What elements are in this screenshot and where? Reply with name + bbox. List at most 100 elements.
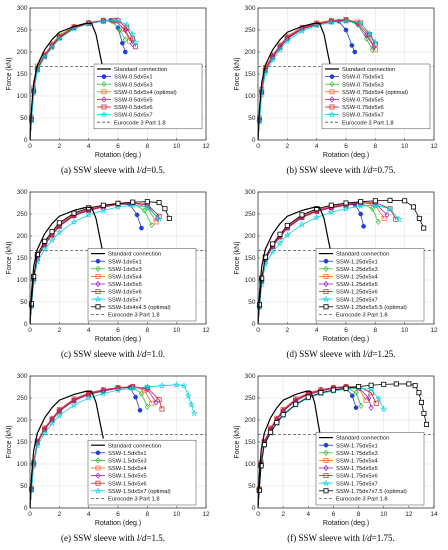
series-line	[29, 201, 170, 325]
series-point	[100, 388, 106, 394]
legend-label: SSW-1.75dx5x7	[336, 481, 378, 487]
x-tick-label: 6	[116, 327, 120, 334]
legend-marker	[95, 480, 101, 486]
series-point	[274, 420, 280, 426]
y-tick-label: 0	[252, 321, 256, 328]
x-axis-label: Rotation (deg.)	[95, 152, 141, 159]
series-point	[261, 260, 269, 268]
plot-frame	[257, 191, 435, 325]
series-point	[159, 406, 165, 412]
x-tick-label: 4	[87, 511, 91, 518]
caption-suffix: =1.25.	[372, 349, 395, 359]
panel-caption: (a) SSW sleeve with l/d=0.5.	[61, 165, 165, 175]
series-point	[156, 200, 162, 206]
caption-prefix: (e) SSW sleeve with	[61, 533, 137, 543]
x-tick-label: 8	[146, 511, 150, 518]
series-point	[144, 385, 150, 391]
series-point	[144, 403, 150, 410]
series-point	[173, 381, 181, 388]
series-line	[29, 384, 195, 509]
series-point	[367, 385, 375, 393]
x-tick-label: 10	[401, 143, 409, 150]
series-point	[28, 486, 35, 494]
y-axis-label: Force (kN)	[234, 241, 241, 274]
x-axis-label: Rotation (deg.)	[323, 520, 369, 527]
legend-marker	[329, 81, 335, 88]
series-point	[368, 404, 374, 411]
x-tick-label: 8	[146, 143, 150, 150]
legend-label: SSW-1.25dx5x4	[336, 275, 379, 281]
series-point	[190, 409, 198, 417]
y-tick-label: 200	[245, 233, 256, 240]
chart-panel-f: 0 2 4 6 8 10 12 14 0 50 100 150 200 250 300 Rotation (d…	[234, 373, 438, 543]
series-point	[30, 278, 38, 285]
series-point	[85, 394, 93, 401]
legend-label: SSW-1.75dx5x6	[336, 474, 378, 480]
y-axis-label: Force (kN)	[234, 425, 241, 458]
plot-frame	[257, 375, 435, 509]
series-point	[369, 205, 375, 212]
series-point	[380, 405, 388, 412]
series-point	[130, 36, 136, 42]
chart-panel-b: 0 2 4 6 8 10 12 0 50 100 150 200 250 300 Rotation (deg…	[234, 5, 438, 175]
y-axis-label: Force (kN)	[6, 241, 13, 274]
caption-variable: l/d	[362, 533, 372, 543]
series-point	[137, 407, 143, 413]
series-point	[55, 228, 63, 236]
series-point	[114, 386, 122, 393]
series-point	[122, 49, 128, 55]
x-tick-label: 4	[306, 511, 310, 518]
standard-connection-line	[29, 390, 104, 509]
series-point	[421, 410, 427, 416]
series-point	[132, 38, 140, 46]
y-tick-label: 100	[17, 93, 28, 100]
standard-connection-line	[29, 22, 104, 141]
series-point	[373, 400, 379, 406]
legend: Standard connectionSSW-0.75dx5x1SSW-0.75…	[321, 63, 431, 130]
series-point	[368, 382, 374, 388]
series-point	[395, 215, 403, 223]
legend-marker	[95, 280, 101, 288]
legend-marker	[100, 111, 108, 118]
legend-label: SSW-0.75dx5x4 (optimal)	[342, 90, 408, 96]
x-tick-label: 10	[380, 511, 388, 518]
legend-label: SSW-1.75dx5x1	[336, 443, 378, 449]
legend-marker	[322, 295, 330, 303]
legend: Standard connectionSSW-0.5dx5x1SSW-0.5dx…	[93, 63, 203, 130]
series-point	[353, 405, 359, 411]
caption-suffix: =1.5.	[146, 533, 165, 543]
caption-prefix: (b) SSW sleeve with	[287, 165, 363, 175]
legend-label: Standard connection	[336, 436, 389, 442]
series-point	[42, 238, 48, 244]
legend-marker	[95, 258, 101, 264]
x-tick-label: 12	[202, 511, 210, 518]
series-point	[342, 205, 350, 212]
series-point	[298, 220, 306, 228]
legend-marker	[323, 488, 329, 494]
y-tick-label: 100	[245, 277, 256, 284]
legend-label: Eurocode 3 Part 1.8	[342, 120, 394, 126]
series-point	[361, 223, 366, 229]
series-point	[314, 206, 320, 212]
series-point	[70, 401, 78, 408]
series-point	[187, 401, 195, 408]
y-tick-label: 300	[245, 5, 256, 12]
legend-label: SSW-1.5dx5x3	[108, 459, 147, 465]
caption-variable: l/d	[363, 349, 373, 359]
x-tick-label: 10	[173, 143, 181, 150]
series-point	[366, 29, 373, 37]
y-tick-label: 200	[17, 49, 28, 56]
legend-marker	[95, 273, 101, 279]
y-tick-label: 250	[245, 211, 256, 218]
series-point	[158, 382, 166, 389]
series-point	[133, 44, 139, 50]
series-point	[384, 211, 390, 218]
legend-label: SSW-1.75dx5x3	[336, 451, 378, 457]
legend-marker	[323, 473, 329, 479]
series-point	[41, 429, 49, 437]
series-point	[305, 394, 311, 400]
y-tick-label: 250	[245, 27, 256, 34]
series-point	[358, 402, 364, 409]
series-point	[138, 390, 145, 397]
legend-label: Standard connection	[114, 67, 167, 73]
